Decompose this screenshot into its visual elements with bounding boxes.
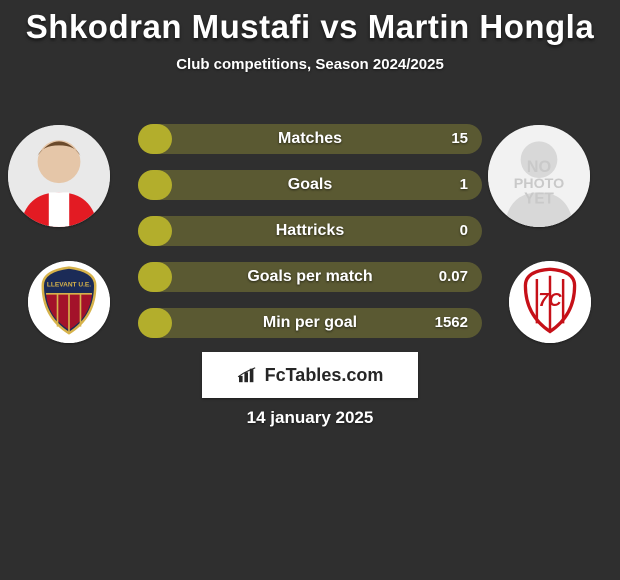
club-badge-left: LLEVANT U.E. <box>28 261 110 343</box>
stat-bars: Matches 15 Goals 1 Hattricks 0 Goals per… <box>138 124 482 354</box>
svg-text:NO: NO <box>527 158 551 176</box>
club-badge-right: 7C <box>509 261 591 343</box>
bar-fill <box>138 262 172 292</box>
competition-subtitle: Club competitions, Season 2024/2025 <box>0 56 620 73</box>
svg-text:7C: 7C <box>538 290 562 310</box>
bar-fill <box>138 216 172 246</box>
bar-chart-icon <box>237 366 259 384</box>
person-illustration-icon <box>8 125 110 227</box>
player-avatar-right: NO PHOTO YET <box>488 125 590 227</box>
bar-track <box>138 170 482 200</box>
stat-row-goals-per-match: Goals per match 0.07 <box>138 262 482 292</box>
bar-fill <box>138 308 172 338</box>
snapshot-date: 14 january 2025 <box>0 408 620 428</box>
club-shield-right-icon: 7C <box>509 261 591 343</box>
bar-track <box>138 262 482 292</box>
bar-fill <box>138 170 172 200</box>
player-name-left: Shkodran Mustafi <box>26 8 311 45</box>
stat-row-matches: Matches 15 <box>138 124 482 154</box>
bar-track <box>138 124 482 154</box>
site-watermark: FcTables.com <box>202 352 418 398</box>
bar-track <box>138 216 482 246</box>
club-shield-left-icon: LLEVANT U.E. <box>28 261 110 343</box>
bar-fill <box>138 124 172 154</box>
comparison-title: Shkodran Mustafi vs Martin Hongla <box>0 0 620 46</box>
stat-row-goals: Goals 1 <box>138 170 482 200</box>
player-name-right: Martin Hongla <box>368 8 595 45</box>
stat-row-min-per-goal: Min per goal 1562 <box>138 308 482 338</box>
watermark-text: FcTables.com <box>265 365 384 386</box>
svg-text:YET: YET <box>524 191 554 208</box>
svg-text:LLEVANT U.E.: LLEVANT U.E. <box>47 281 91 288</box>
no-photo-placeholder-icon: NO PHOTO YET <box>488 125 590 227</box>
bar-track <box>138 308 482 338</box>
stat-row-hattricks: Hattricks 0 <box>138 216 482 246</box>
player-avatar-left <box>8 125 110 227</box>
vs-separator: vs <box>320 8 358 45</box>
